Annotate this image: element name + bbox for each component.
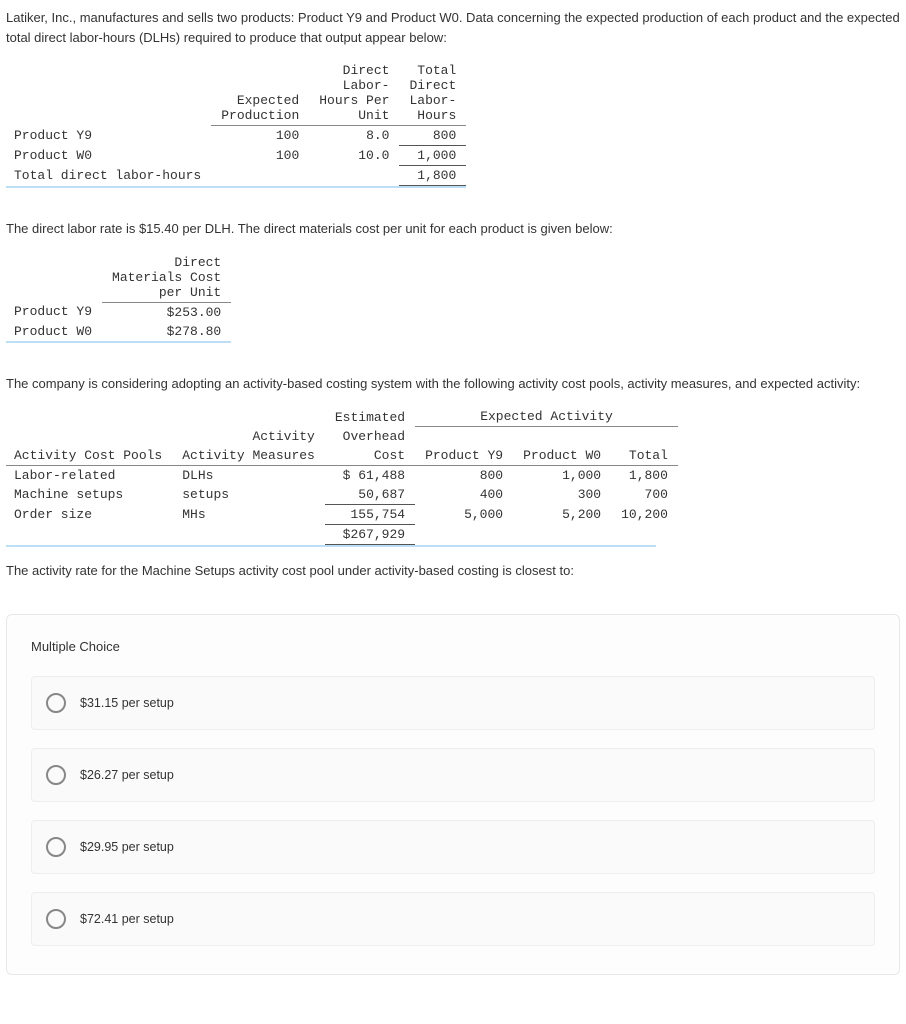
radio-icon[interactable] — [46, 693, 66, 713]
table-row: Order size MHs 155,754 5,000 5,200 10,20… — [6, 504, 678, 524]
col-header: Activity Cost Pools — [6, 446, 172, 466]
radio-icon[interactable] — [46, 765, 66, 785]
abc-table: Estimated Expected Activity Activity Ove… — [6, 407, 678, 545]
choice-option[interactable]: $29.95 per setup — [31, 820, 875, 874]
col-header: Product W0 — [513, 446, 611, 466]
table-row: Total direct labor-hours 1,800 — [6, 166, 466, 186]
radio-icon[interactable] — [46, 909, 66, 929]
choice-label: $29.95 per setup — [80, 840, 174, 854]
narrative-1: The direct labor rate is $15.40 per DLH.… — [6, 219, 900, 239]
col-header: Activity Measures — [172, 446, 325, 466]
table-row: Product Y9 100 8.0 800 — [6, 126, 466, 146]
dm-cost-table-wrap: DirectMaterials Costper Unit Product Y9 … — [6, 253, 231, 343]
choice-option[interactable]: $26.27 per setup — [31, 748, 875, 802]
intro-text: Latiker, Inc., manufactures and sells tw… — [6, 8, 900, 47]
col-header: Cost — [325, 446, 415, 466]
choice-option[interactable]: $72.41 per setup — [31, 892, 875, 946]
choice-option[interactable]: $31.15 per setup — [31, 676, 875, 730]
abc-table-wrap: Estimated Expected Activity Activity Ove… — [6, 407, 656, 547]
col-header: Total — [611, 446, 678, 466]
table-row: Product W0 $278.80 — [6, 322, 231, 341]
mc-title: Multiple Choice — [31, 639, 875, 654]
question-text: The activity rate for the Machine Setups… — [6, 561, 900, 581]
expected-activity-header: Expected Activity — [415, 407, 678, 427]
choice-label: $26.27 per setup — [80, 768, 174, 782]
choice-label: $31.15 per setup — [80, 696, 174, 710]
table-row: Product W0 100 10.0 1,000 — [6, 146, 466, 166]
radio-icon[interactable] — [46, 837, 66, 857]
dm-cost-table: DirectMaterials Costper Unit Product Y9 … — [6, 253, 231, 341]
col-header: Product Y9 — [415, 446, 513, 466]
choice-label: $72.41 per setup — [80, 912, 174, 926]
narrative-2: The company is considering adopting an a… — [6, 374, 900, 394]
multiple-choice-section: Multiple Choice $31.15 per setup $26.27 … — [6, 614, 900, 975]
table-row: Labor-related DLHs $ 61,488 800 1,000 1,… — [6, 465, 678, 485]
table-row: $267,929 — [6, 524, 678, 544]
production-table: ExpectedProduction DirectLabor-Hours Per… — [6, 61, 466, 186]
production-table-wrap: ExpectedProduction DirectLabor-Hours Per… — [6, 61, 466, 188]
table-row: Product Y9 $253.00 — [6, 302, 231, 322]
table-row: Machine setups setups 50,687 400 300 700 — [6, 485, 678, 505]
